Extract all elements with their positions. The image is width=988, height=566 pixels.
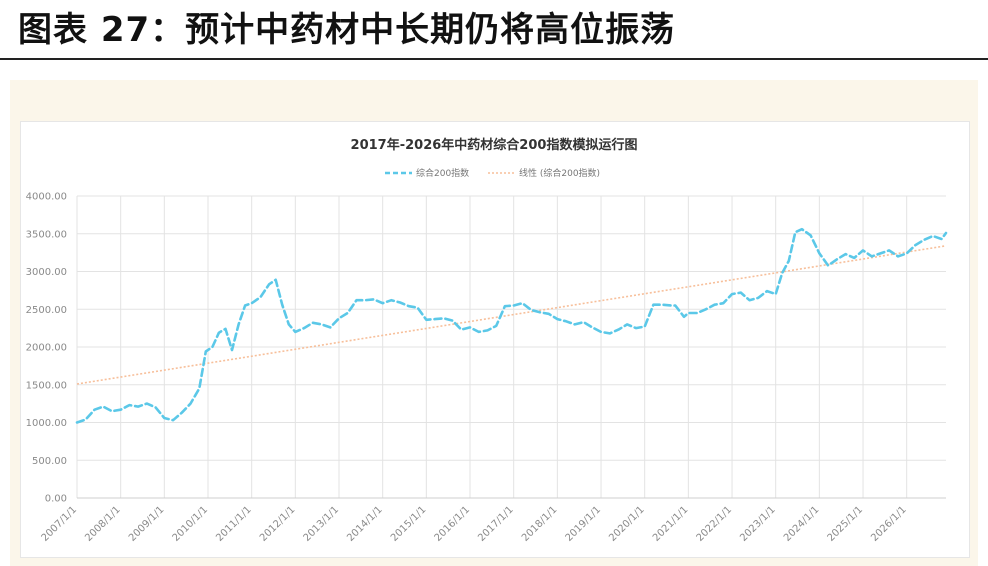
x-tick-label: 2020/1/1 — [607, 504, 647, 544]
y-tick-label: 0.00 — [45, 494, 67, 505]
grid — [76, 195, 946, 499]
x-tick-label: 2025/1/1 — [826, 504, 866, 544]
x-tick-label: 2009/1/1 — [127, 504, 167, 544]
chart-card — [20, 121, 970, 558]
y-tick-label: 1000.00 — [26, 418, 67, 429]
x-tick-label: 2019/1/1 — [564, 504, 604, 544]
y-tick-label: 2000.00 — [26, 343, 67, 354]
chart-title: 2017年-2026年中药材综合200指数模拟运行图 — [351, 137, 638, 153]
x-tick-label: 2014/1/1 — [345, 504, 385, 544]
figure-heading: 图表 27：预计中药材中长期仍将高位振荡 — [18, 10, 676, 50]
y-tick-label: 3000.00 — [26, 267, 67, 278]
legend-label-trend: 线性 (综合200指数) — [519, 167, 600, 179]
y-tick-label: 500.00 — [32, 456, 67, 467]
series-line-trend — [76, 245, 947, 385]
x-tick-label: 2021/1/1 — [651, 504, 691, 544]
x-tick-label: 2018/1/1 — [520, 504, 560, 544]
x-tick-label: 2023/1/1 — [738, 504, 778, 544]
x-tick-label: 2007/1/1 — [40, 504, 80, 544]
x-tick-label: 2013/1/1 — [302, 504, 342, 544]
x-tick-label: 2016/1/1 — [433, 504, 473, 544]
legend: 综合200指数 线性 (综合200指数) — [385, 167, 600, 179]
x-tick-label: 2015/1/1 — [389, 504, 429, 544]
x-tick-label: 2011/1/1 — [214, 504, 254, 544]
series-line-index — [75, 227, 948, 424]
y-tick-label: 4000.00 — [26, 192, 67, 203]
x-tick-label: 2012/1/1 — [258, 504, 298, 544]
heading-divider — [0, 58, 988, 60]
x-tick-label: 2026/1/1 — [869, 504, 909, 544]
legend-label-index: 综合200指数 — [416, 167, 469, 179]
x-tick-label: 2008/1/1 — [83, 504, 123, 544]
x-tick-label: 2022/1/1 — [695, 504, 735, 544]
y-axis: 0.00 500.00 1000.00 1500.00 2000.00 2500.00 30… — [26, 192, 67, 505]
x-tick-label: 2010/1/1 — [171, 504, 211, 544]
series-group — [75, 227, 948, 424]
x-tick-label: 2017/1/1 — [476, 504, 516, 544]
y-tick-label: 1500.00 — [26, 380, 67, 391]
y-tick-label: 3500.00 — [26, 229, 67, 240]
x-axis: 2007/1/1 2008/1/1 2009/1/1 2010/1/1 2011/1/1… — [40, 497, 946, 544]
y-tick-label: 2500.00 — [26, 305, 67, 316]
x-tick-label: 2024/1/1 — [782, 504, 822, 544]
